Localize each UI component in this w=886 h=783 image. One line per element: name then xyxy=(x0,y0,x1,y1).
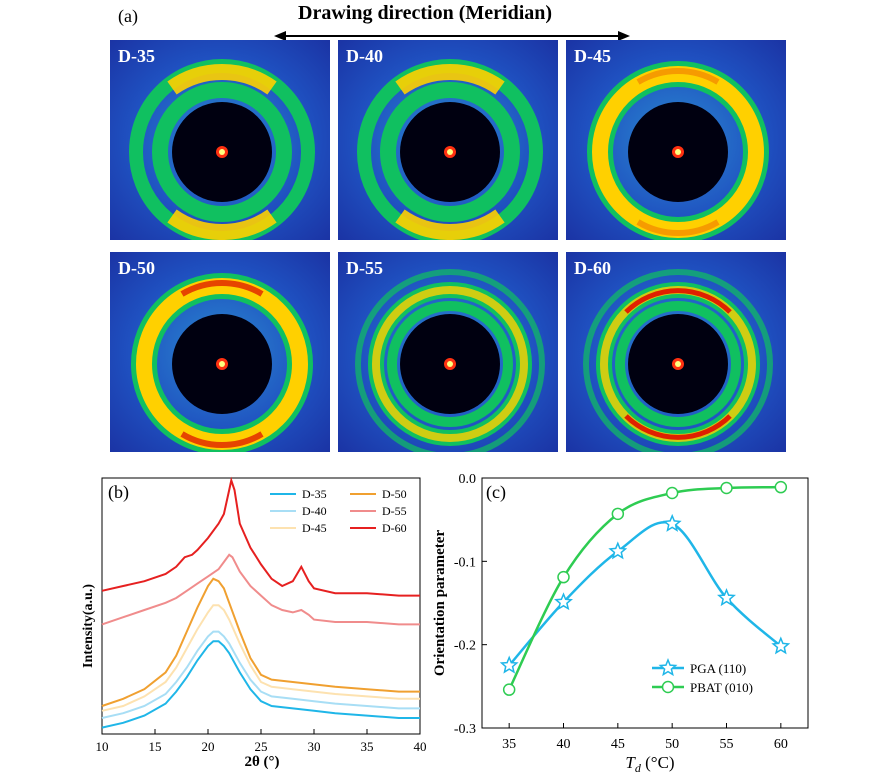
drawing-direction-arrow xyxy=(274,31,630,41)
saxs-pattern-d-50: D-50 xyxy=(110,252,330,452)
saxs-pattern-label: D-50 xyxy=(118,258,155,278)
chart-c-xtick-label: 45 xyxy=(611,737,625,752)
chart-c-xtick-label: 35 xyxy=(502,737,516,752)
saxs-pattern-label: D-55 xyxy=(346,258,383,278)
chart-b-legend-label: D-50 xyxy=(382,487,407,501)
saxs-pattern-label: D-45 xyxy=(574,46,611,66)
saxs-pattern-d-60: D-60 xyxy=(566,252,786,452)
chart-b-xtick-label: 15 xyxy=(149,739,162,754)
saxs-pattern-d-45: D-45 xyxy=(566,40,786,240)
chart-b-legend-label: D-35 xyxy=(302,487,327,501)
chart-c-legend-marker xyxy=(658,658,678,677)
orientation-parameter-chart: (c) Orientation parameter Td (°C) 35 40 45… xyxy=(432,472,809,775)
saxs-pattern-label: D-60 xyxy=(574,258,611,278)
chart-b-legend-label: D-55 xyxy=(382,504,407,518)
chart-c-xlabel: Td (°C) xyxy=(625,753,674,775)
chart-b-legend-label: D-45 xyxy=(302,521,327,535)
chart-c-ylabel: Orientation parameter xyxy=(432,530,448,677)
chart-c-ytick-label: -0.2 xyxy=(454,639,476,654)
chart-b-xtick-label: 30 xyxy=(308,739,321,754)
saxs-pattern-d-55: D-55 xyxy=(338,252,558,452)
chart-c-data-point xyxy=(557,570,570,584)
chart-b-xtick-label: 20 xyxy=(202,739,215,754)
chart-b-xlabel: 2θ (°) xyxy=(244,754,279,770)
chart-c-xtick-label: 40 xyxy=(557,737,571,752)
chart-c-data-point xyxy=(774,480,788,494)
chart-c-data-point xyxy=(608,541,628,560)
saxs-pattern-label: D-40 xyxy=(346,46,383,66)
chart-c-data-point xyxy=(499,655,519,674)
saxs-pattern-label: D-35 xyxy=(118,46,155,66)
chart-c-data-point xyxy=(554,592,573,611)
drawing-direction-heading: Drawing direction (Meridian) xyxy=(298,2,553,24)
panel-b-label: (b) xyxy=(108,482,129,503)
chart-b-frame xyxy=(101,477,421,735)
chart-b-xtick-label: 10 xyxy=(96,739,109,754)
chart-b-series-line xyxy=(101,553,420,626)
chart-b-series-line xyxy=(101,630,420,719)
chart-b-legend-label: D-60 xyxy=(382,521,407,535)
chart-c-ytick-label: 0.0 xyxy=(459,472,477,487)
chart-c-xtick-label: 60 xyxy=(774,737,788,752)
chart-c-data-point xyxy=(720,481,733,495)
wide-angle-intensity-chart: (b) Intensity(a.u.) 2θ (°) 10 15 20 25 30 35 4… xyxy=(81,476,427,770)
chart-c-data-point xyxy=(502,683,516,696)
chart-c-legend-label: PGA (110) xyxy=(690,661,746,676)
chart-c-data-point xyxy=(611,507,625,521)
chart-b-series-line xyxy=(101,640,420,729)
chart-c-data-point xyxy=(717,588,736,607)
chart-c-xtick-label: 55 xyxy=(720,737,734,752)
saxs-pattern-d-40: D-40 xyxy=(338,40,558,240)
chart-b-xtick-label: 25 xyxy=(255,739,268,754)
chart-c-ytick-label: -0.3 xyxy=(454,722,476,737)
chart-b-legend-label: D-40 xyxy=(302,504,327,518)
chart-b-series-line xyxy=(101,476,420,597)
chart-b-ylabel: Intensity(a.u.) xyxy=(81,584,96,668)
chart-b-xtick-label: 40 xyxy=(414,739,427,754)
panel-a-label: (a) xyxy=(118,6,138,26)
chart-b-xtick-label: 35 xyxy=(361,739,374,754)
chart-c-xtick-label: 50 xyxy=(665,737,679,752)
chart-c-data-point xyxy=(662,513,682,532)
chart-b-series-line xyxy=(101,577,420,707)
chart-c-legend-marker xyxy=(661,680,675,694)
chart-c-legend-label: PBAT (010) xyxy=(690,680,753,695)
chart-c-series-line xyxy=(508,521,782,667)
panel-c-label: (c) xyxy=(486,482,506,503)
chart-c-data-point xyxy=(665,486,679,500)
saxs-pattern-d-35: D-35 xyxy=(110,40,330,240)
chart-c-frame xyxy=(481,477,809,729)
chart-c-data-point xyxy=(771,636,791,655)
chart-b-series-line xyxy=(101,604,420,712)
chart-c-ytick-label: -0.1 xyxy=(454,555,476,570)
chart-c-series-line xyxy=(508,485,781,691)
